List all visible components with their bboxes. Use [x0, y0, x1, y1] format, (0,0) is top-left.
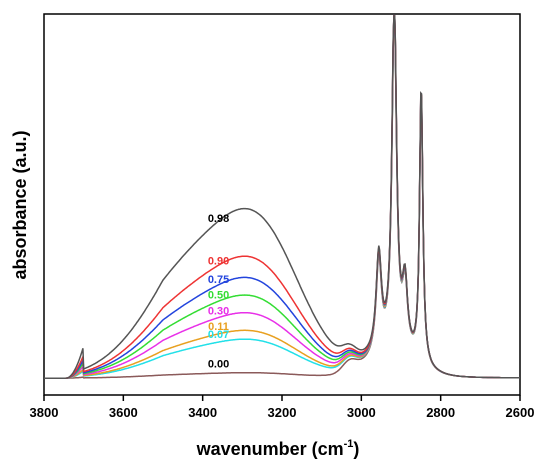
x-tick-label-3600: 3600	[109, 405, 138, 420]
series-label-0.00: 0.00	[208, 359, 229, 371]
series-line-0.98	[44, 15, 520, 379]
y-axis-title: absorbance (a.u.)	[10, 130, 30, 279]
series-label-0.07: 0.07	[208, 329, 229, 341]
series-label-0.75: 0.75	[208, 274, 229, 286]
series-layer	[44, 15, 520, 379]
x-axis-title: wavenumber (cm-1)	[196, 438, 360, 459]
series-line-0.75	[44, 15, 520, 379]
x-tick-label-2600: 2600	[506, 405, 535, 420]
series-line-0.50	[44, 15, 520, 379]
x-tick-label-2800: 2800	[426, 405, 455, 420]
x-tick-layer: 3800 3600 3400 3200 3000 2800 2600	[30, 395, 535, 420]
series-line-0.30	[44, 15, 520, 379]
series-label-0.30: 0.30	[208, 305, 229, 317]
series-label-0.98: 0.98	[208, 213, 229, 225]
series-label-layer: 0.00 0.070.11 0.30 0.50 0.75 0.90 0.98	[208, 213, 229, 370]
series-line-0.90	[44, 15, 520, 379]
x-tick-label-3800: 3800	[30, 405, 59, 420]
x-tick-label-3200: 3200	[268, 405, 297, 420]
x-tick-label-3400: 3400	[188, 405, 217, 420]
series-label-0.90: 0.90	[208, 255, 229, 267]
series-line-0.07	[44, 15, 520, 379]
series-label-0.11: 0.11	[208, 321, 229, 333]
x-axis-title-main: wavenumber (cm	[196, 439, 344, 459]
x-axis-title-close: )	[353, 439, 359, 459]
series-line-0.11	[44, 15, 520, 379]
plot-frame	[43, 13, 521, 396]
x-tick-label-3000: 3000	[347, 405, 376, 420]
series-line-0.00	[44, 15, 520, 379]
x-axis-title-superscript: -1	[344, 438, 354, 450]
series-label-0.50: 0.50	[208, 290, 229, 302]
